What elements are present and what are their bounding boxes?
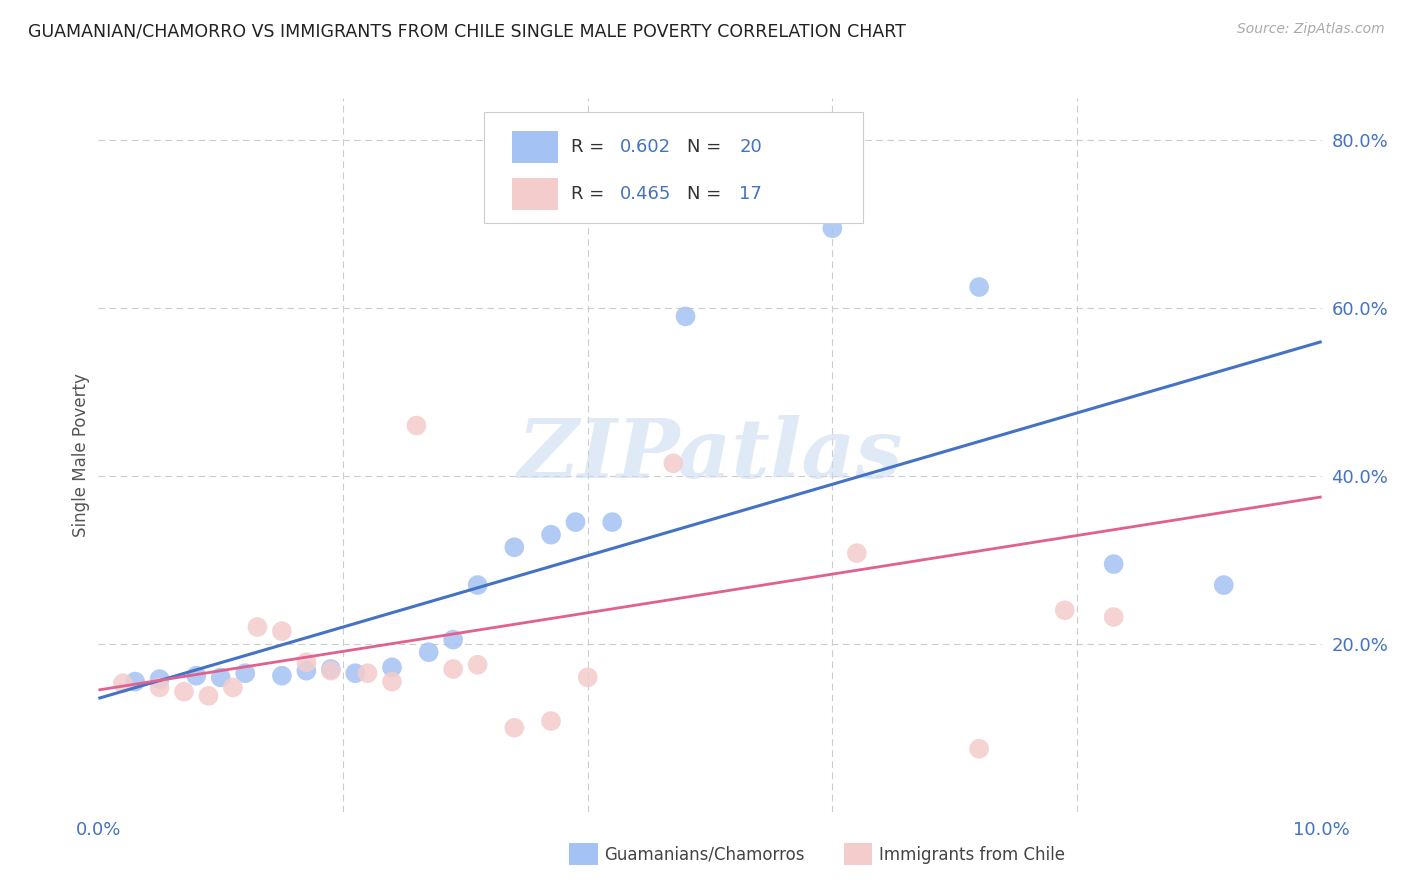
Point: [381, 660, 404, 674]
Text: R =: R =: [571, 185, 610, 202]
Point: [197, 689, 219, 703]
Text: Source: ZipAtlas.com: Source: ZipAtlas.com: [1237, 22, 1385, 37]
Text: 17: 17: [740, 185, 762, 202]
Point: [356, 666, 378, 681]
Point: [967, 741, 990, 756]
Point: [246, 620, 269, 634]
Point: [344, 666, 367, 681]
Text: Guamanians/Chamorros: Guamanians/Chamorros: [605, 846, 806, 863]
Text: N =: N =: [686, 138, 727, 156]
Point: [821, 221, 844, 235]
Text: R =: R =: [571, 138, 610, 156]
Point: [124, 674, 146, 689]
FancyBboxPatch shape: [484, 112, 863, 223]
Point: [319, 664, 342, 678]
Point: [233, 666, 256, 681]
Point: [845, 546, 868, 560]
Point: [675, 310, 697, 324]
Point: [576, 670, 599, 684]
Point: [1212, 578, 1234, 592]
Point: [295, 664, 318, 678]
Point: [418, 645, 440, 659]
Point: [503, 721, 526, 735]
FancyBboxPatch shape: [512, 131, 558, 163]
Point: [564, 515, 586, 529]
Text: N =: N =: [686, 185, 727, 202]
Point: [149, 681, 172, 695]
FancyBboxPatch shape: [512, 178, 558, 210]
Point: [540, 714, 562, 728]
Point: [405, 418, 427, 433]
Point: [441, 662, 464, 676]
Point: [467, 578, 489, 592]
Point: [270, 624, 292, 639]
Point: [662, 456, 685, 470]
Text: Immigrants from Chile: Immigrants from Chile: [879, 846, 1064, 863]
Point: [967, 280, 990, 294]
Point: [503, 541, 526, 555]
Y-axis label: Single Male Poverty: Single Male Poverty: [72, 373, 90, 537]
Point: [381, 674, 404, 689]
Text: GUAMANIAN/CHAMORRO VS IMMIGRANTS FROM CHILE SINGLE MALE POVERTY CORRELATION CHAR: GUAMANIAN/CHAMORRO VS IMMIGRANTS FROM CH…: [28, 22, 905, 40]
Point: [441, 632, 464, 647]
Point: [173, 684, 195, 698]
Point: [186, 669, 208, 683]
Text: 0.602: 0.602: [620, 138, 671, 156]
Point: [222, 681, 245, 695]
Point: [467, 657, 489, 672]
Point: [540, 527, 562, 541]
Point: [600, 515, 623, 529]
Point: [111, 676, 134, 690]
Point: [1102, 610, 1125, 624]
Point: [319, 662, 342, 676]
Point: [270, 669, 292, 683]
Point: [1102, 557, 1125, 571]
Point: [295, 655, 318, 669]
Text: ZIPatlas: ZIPatlas: [517, 415, 903, 495]
Point: [209, 670, 232, 684]
Text: 20: 20: [740, 138, 762, 156]
Point: [1053, 603, 1076, 617]
Point: [149, 672, 172, 686]
Text: 0.465: 0.465: [620, 185, 671, 202]
